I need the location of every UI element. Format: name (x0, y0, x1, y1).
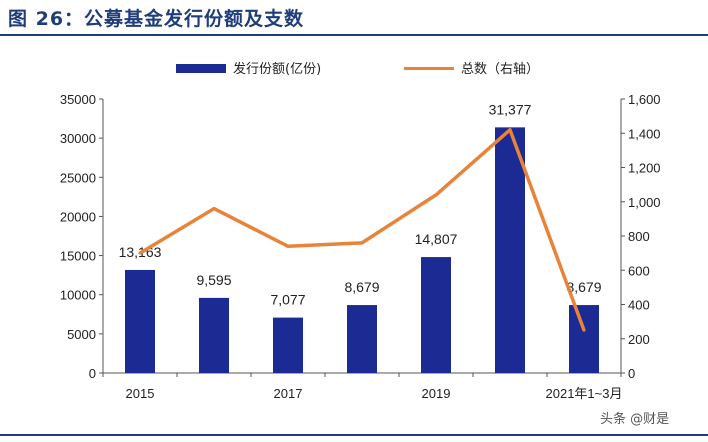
figure-title: 图 26：公募基金发行份额及支数 (8, 8, 305, 30)
bar-data-label: 9,595 (196, 272, 231, 288)
left-tick-label: 20000 (60, 209, 96, 224)
right-tick-label: 1,200 (628, 161, 661, 176)
left-tick-label: 25000 (60, 170, 96, 185)
left-tick-label: 10000 (60, 288, 96, 303)
bottom-rule (0, 434, 708, 436)
bar-data-label: 8,679 (566, 279, 601, 295)
x-tick-label: 2017 (274, 386, 303, 401)
title-rule (0, 34, 708, 36)
bar-data-label: 14,807 (415, 231, 458, 247)
bar (421, 257, 451, 373)
legend-label-line: 总数（右轴） (461, 62, 540, 77)
bar (273, 317, 303, 373)
legend-line-swatch (404, 67, 454, 70)
line-point (212, 207, 216, 211)
right-tick-label: 200 (628, 332, 650, 347)
bar (199, 297, 229, 373)
left-tick-label: 15000 (60, 249, 96, 264)
x-tick-label: 2019 (422, 386, 451, 401)
line-point (360, 241, 364, 245)
line-point (508, 128, 512, 132)
bar (495, 127, 525, 373)
left-tick-label: 35000 (60, 92, 96, 107)
right-tick-label: 0 (628, 366, 635, 381)
line-point (582, 328, 586, 332)
right-tick-label: 600 (628, 263, 650, 278)
legend-bar-swatch (176, 64, 226, 73)
right-tick-label: 400 (628, 298, 650, 313)
line-point (138, 251, 142, 255)
bar (125, 269, 155, 373)
watermark: 头条 @财是 (600, 412, 670, 427)
x-tick-label: 2021年1~3月 (546, 386, 623, 401)
left-tick-label: 5000 (67, 327, 96, 342)
left-tick-label: 30000 (60, 131, 96, 146)
bar-data-label: 31,377 (489, 101, 532, 117)
left-tick-label: 0 (89, 366, 96, 381)
bar-data-label: 8,679 (344, 279, 379, 295)
right-tick-label: 1,600 (628, 92, 661, 107)
x-tick-label: 2015 (126, 386, 155, 401)
bar (569, 305, 599, 373)
legend-label-bar: 发行份额(亿份) (233, 62, 322, 77)
right-tick-label: 1,400 (628, 126, 661, 141)
right-tick-label: 1,000 (628, 195, 661, 210)
line-point (286, 244, 290, 248)
right-tick-label: 800 (628, 229, 650, 244)
bar-data-label: 7,077 (270, 292, 305, 308)
bar (347, 305, 377, 373)
line-point (434, 193, 438, 197)
